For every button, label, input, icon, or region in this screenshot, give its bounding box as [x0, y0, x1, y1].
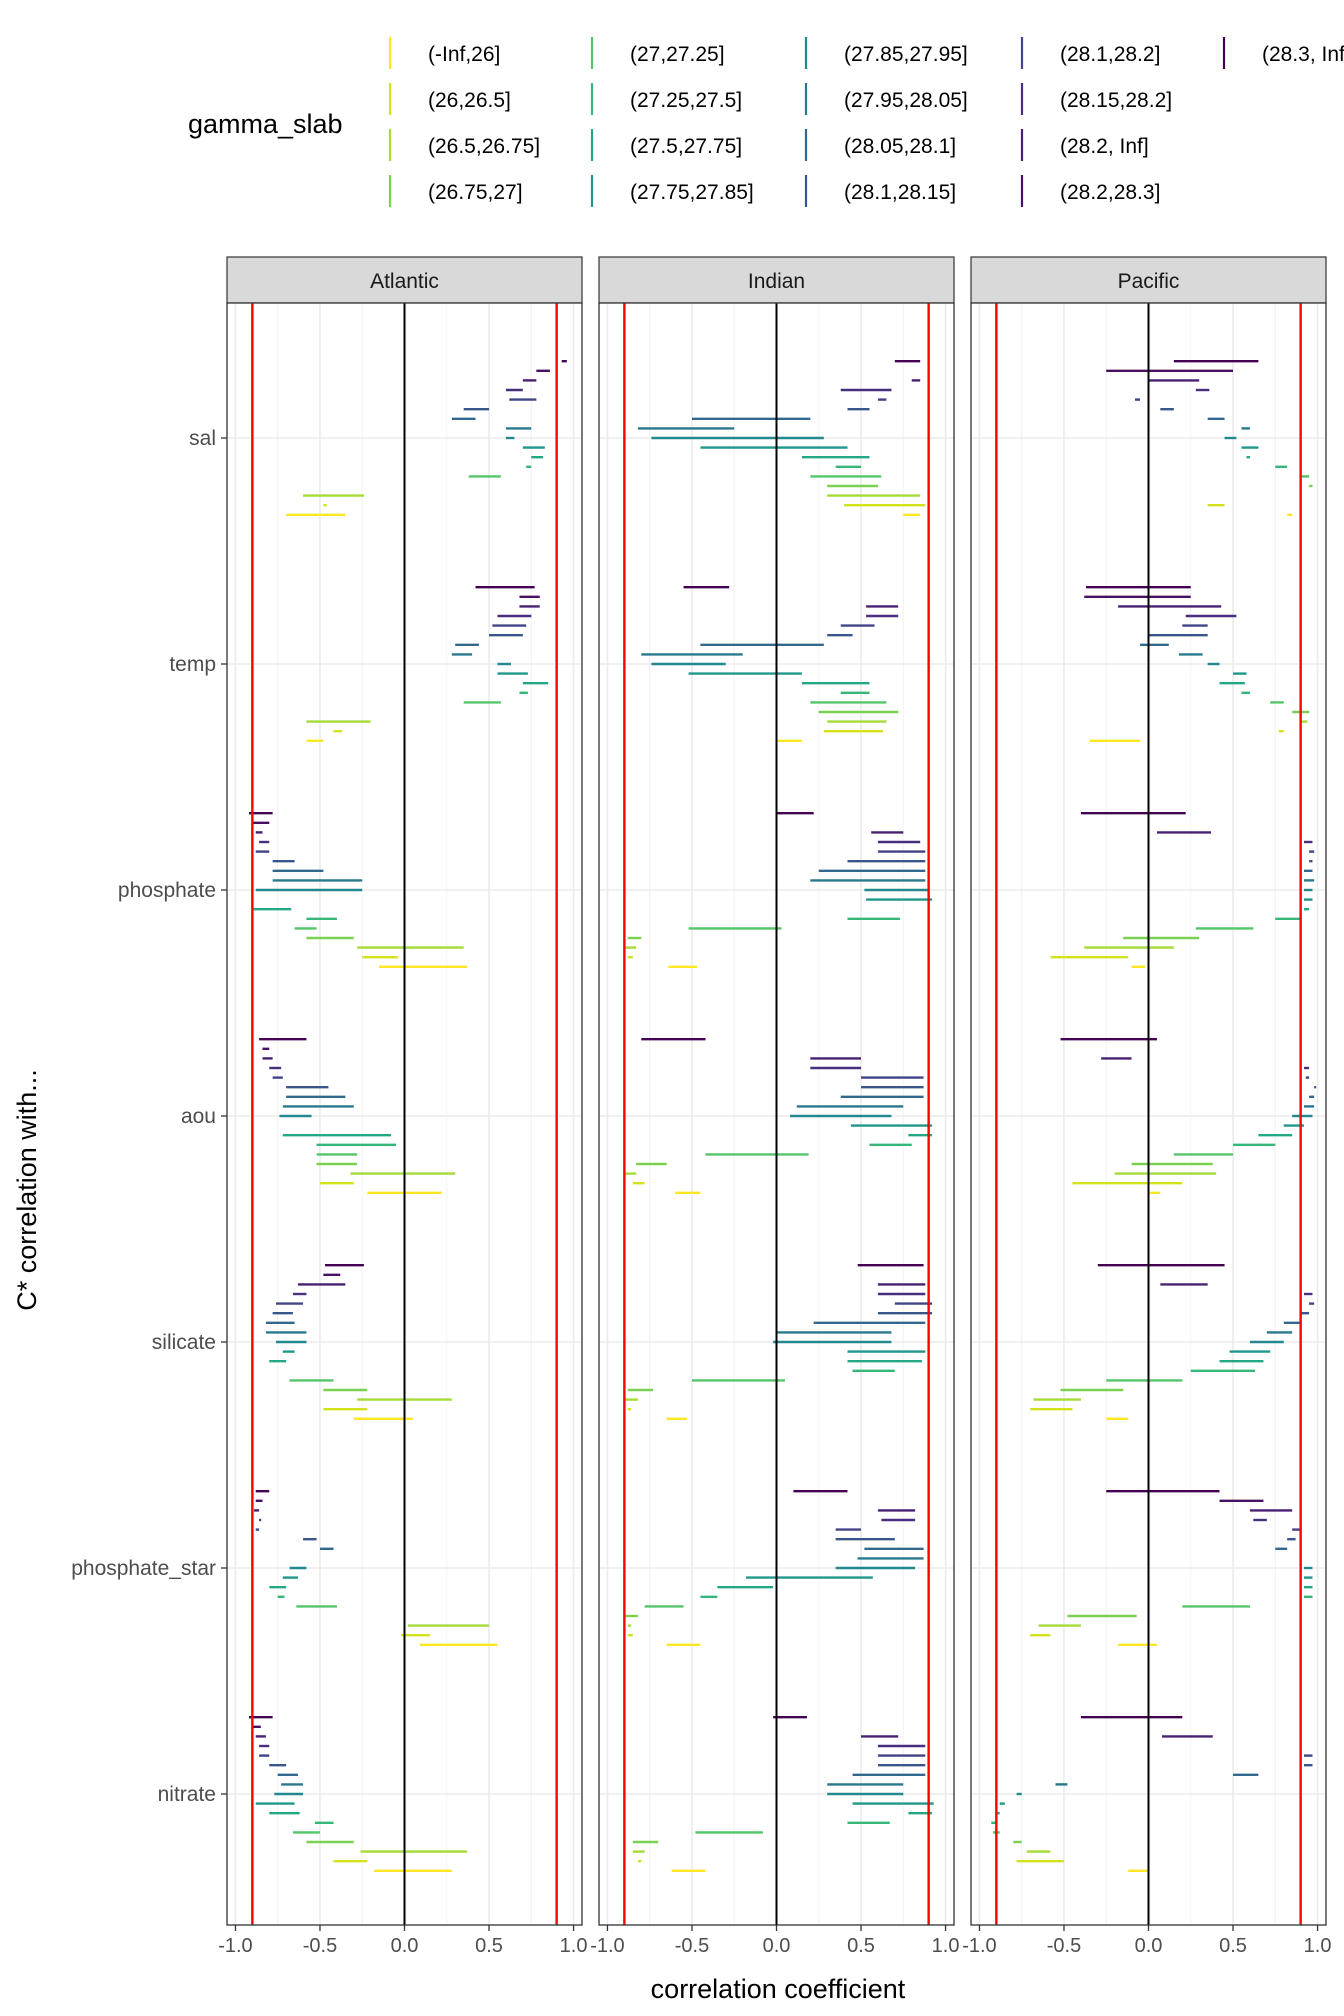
- legend-label: (27.25,27.5]: [630, 89, 742, 112]
- y-axis: sal temp phosphate aou silicate phosphate_sta…: [71, 427, 227, 1806]
- legend: gamma_slab (-Inf,26] (26,26.5] (26.5,26.75…: [188, 37, 1344, 207]
- legend-item: (28.15,28.2]: [1020, 83, 1172, 115]
- legend-item: (27.25,27.5]: [590, 83, 742, 115]
- legend-label: (28.3, Inf]: [1262, 43, 1344, 66]
- legend-item: (28.1,28.2]: [1020, 37, 1160, 69]
- facet-strip-label: Indian: [748, 270, 805, 293]
- x-tick-label: -1.0: [962, 1935, 996, 1957]
- legend-label: (28.05,28.1]: [844, 135, 956, 158]
- x-tick-label: -0.5: [1047, 1935, 1081, 1957]
- legend-item: (28.2,28.3]: [1020, 175, 1160, 207]
- legend-item: (27.85,27.95]: [804, 37, 968, 69]
- legend-item: (28.1,28.15]: [804, 175, 956, 207]
- legend-label: (28.2, Inf]: [1060, 135, 1149, 158]
- legend-item: (27.95,28.05]: [804, 83, 968, 115]
- legend-label: (27.95,28.05]: [844, 89, 968, 112]
- legend-item: (26,26.5]: [388, 83, 511, 115]
- y-tick-label: aou: [181, 1105, 216, 1128]
- x-tick-label: 1.0: [1304, 1935, 1332, 1957]
- facet-strip: [970, 256, 1327, 304]
- legend-label: (26.5,26.75]: [428, 135, 540, 158]
- x-tick-label: 0.5: [475, 1935, 503, 1957]
- panels: Atlantic -1.0 -0.5 0.0 0.5 1.0 Indian -1.0 -0.5 0…: [218, 256, 1332, 1957]
- y-tick-label: sal: [189, 427, 216, 450]
- x-axis-title: correlation coefficient: [651, 1974, 906, 2004]
- legend-item: (27,27.25]: [590, 37, 725, 69]
- legend-title: gamma_slab: [188, 109, 343, 139]
- legend-label: (26,26.5]: [428, 89, 511, 112]
- legend-item: (27.5,27.75]: [590, 129, 742, 161]
- legend-label: (27.75,27.85]: [630, 181, 754, 204]
- facet-panel-indian: Indian -1.0 -0.5 0.0 0.5 1.0: [590, 256, 960, 1957]
- x-tick-label: -0.5: [675, 1935, 709, 1957]
- legend-item: (26.5,26.75]: [388, 129, 540, 161]
- legend-item: (28.05,28.1]: [804, 129, 956, 161]
- facet-panel-atlantic: Atlantic -1.0 -0.5 0.0 0.5 1.0: [218, 256, 588, 1957]
- x-tick-label: -0.5: [303, 1935, 337, 1957]
- y-tick-label: temp: [169, 653, 216, 676]
- y-tick-label: phosphate: [118, 879, 216, 902]
- x-tick-label: 0.5: [847, 1935, 875, 1957]
- facet-strip-label: Pacific: [1118, 270, 1180, 293]
- legend-item: (27.75,27.85]: [590, 175, 754, 207]
- legend-label: (28.1,28.15]: [844, 181, 956, 204]
- x-tick-label: 0.5: [1219, 1935, 1247, 1957]
- legend-label: (27.85,27.95]: [844, 43, 968, 66]
- y-tick-label: silicate: [152, 1331, 216, 1354]
- x-tick-label: -1.0: [590, 1935, 624, 1957]
- legend-item: (-Inf,26]: [388, 37, 500, 69]
- legend-label: (28.15,28.2]: [1060, 89, 1172, 112]
- x-tick-label: 1.0: [560, 1935, 588, 1957]
- y-tick-label: phosphate_star: [71, 1557, 216, 1580]
- facet-panel-pacific: Pacific -1.0 -0.5 0.0 0.5 1.0: [962, 256, 1332, 1957]
- facet-strip: [226, 256, 583, 304]
- x-tick-label: 1.0: [932, 1935, 960, 1957]
- x-tick-label: -1.0: [218, 1935, 252, 1957]
- facet-strip: [598, 256, 955, 304]
- legend-label: (-Inf,26]: [428, 43, 500, 66]
- x-tick-label: 0.0: [391, 1935, 419, 1957]
- legend-item: (28.2, Inf]: [1020, 129, 1149, 161]
- y-tick-label: nitrate: [158, 1783, 216, 1806]
- legend-item: (26.75,27]: [388, 175, 523, 207]
- legend-label: (27.5,27.75]: [630, 135, 742, 158]
- facet-strip-label: Atlantic: [370, 270, 439, 293]
- legend-label: (28.2,28.3]: [1060, 181, 1160, 204]
- legend-label: (26.75,27]: [428, 181, 523, 204]
- legend-label: (27,27.25]: [630, 43, 725, 66]
- y-axis-title: C* correlation with...: [12, 1069, 42, 1311]
- legend-label: (28.1,28.2]: [1060, 43, 1160, 66]
- legend-items: (-Inf,26] (26,26.5] (26.5,26.75] (26.75,27]…: [388, 37, 1344, 207]
- x-tick-label: 0.0: [1135, 1935, 1163, 1957]
- legend-item: (28.3, Inf]: [1222, 37, 1344, 69]
- x-tick-label: 0.0: [763, 1935, 791, 1957]
